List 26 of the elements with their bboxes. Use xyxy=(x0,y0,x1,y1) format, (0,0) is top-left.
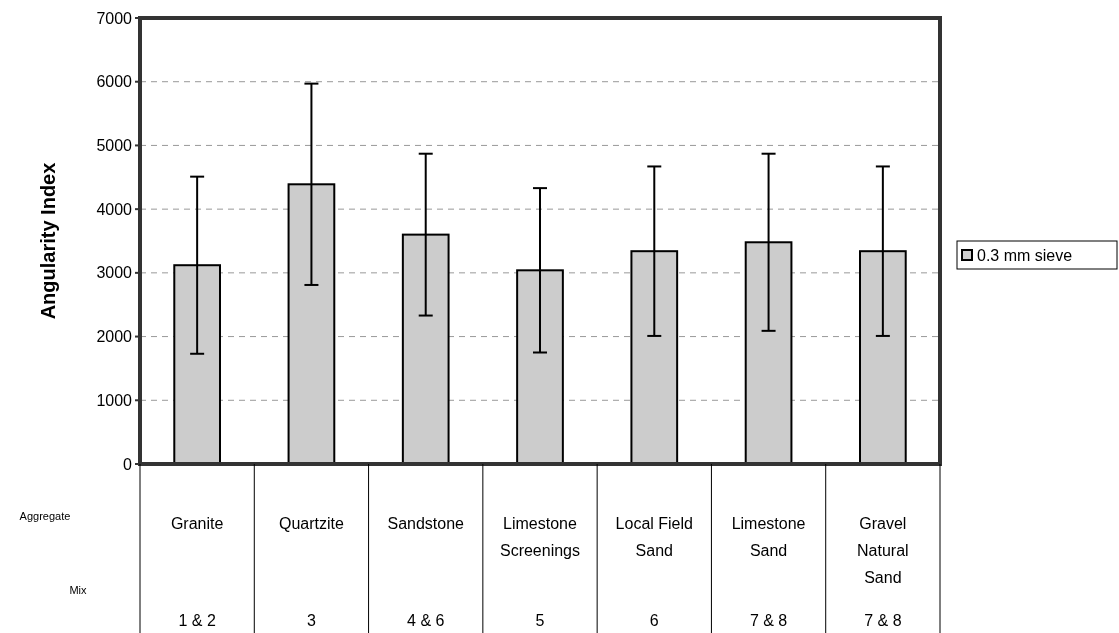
y-tick-label: 4000 xyxy=(96,200,133,218)
y-tick-label: 6000 xyxy=(96,73,133,91)
y-tick-label: 2000 xyxy=(96,328,133,346)
y-tick-label: 1000 xyxy=(96,391,133,409)
text: Aggregate xyxy=(19,510,71,522)
text: 1 & 2 xyxy=(178,612,216,629)
x-tick-label: Quartzite xyxy=(278,515,344,532)
x-tick-label: Granite xyxy=(170,515,224,532)
text: 4 & 6 xyxy=(407,612,445,629)
legend-label: 0.3 mm sieve xyxy=(977,246,1073,264)
text: 5 xyxy=(535,612,545,629)
text: 3 xyxy=(306,612,316,629)
x-tick-label: Gravel Natural Sand xyxy=(857,515,909,586)
text: 7 & 8 xyxy=(749,612,788,629)
x-tick-label: Local Field Sand xyxy=(615,515,693,559)
x-tick-label: Limestone Screenings xyxy=(499,515,581,559)
text: Mix xyxy=(69,584,88,596)
y-tick-label: 3000 xyxy=(96,264,133,282)
x-tick-label: Limestone Sand xyxy=(731,515,806,559)
y-tick-label: 7000 xyxy=(96,9,133,27)
y-tick-label: 0 xyxy=(123,455,133,473)
y-axis-title: Angularity Index xyxy=(37,162,59,320)
y-tick-label: 5000 xyxy=(96,137,133,155)
text: 6 xyxy=(649,612,659,629)
x-tick-label: Sandstone xyxy=(387,515,465,532)
text: 7 & 8 xyxy=(864,612,902,629)
